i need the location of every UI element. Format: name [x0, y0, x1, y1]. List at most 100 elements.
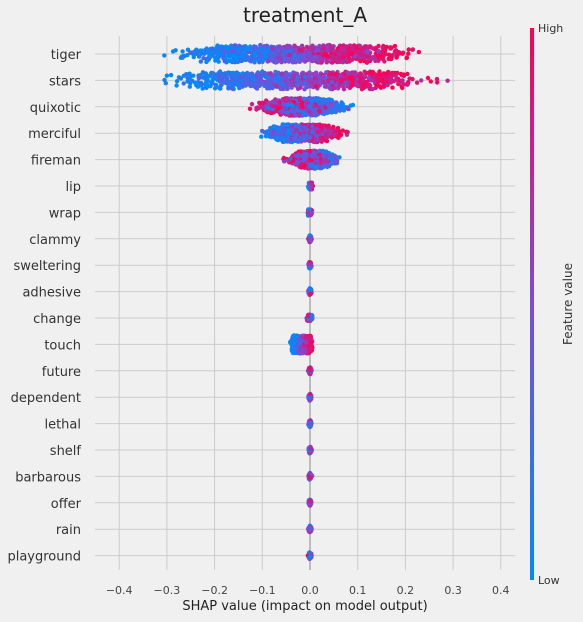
shap-point — [276, 130, 280, 134]
shap-point — [333, 133, 337, 137]
shap-point — [237, 52, 241, 56]
shap-point — [303, 163, 307, 167]
shap-point — [306, 79, 310, 83]
shap-point — [326, 124, 330, 128]
shap-point — [337, 49, 341, 53]
shap-point — [341, 55, 345, 59]
shap-point — [174, 83, 178, 87]
shap-point — [281, 51, 285, 55]
shap-point — [254, 46, 258, 50]
shap-point — [213, 55, 217, 59]
shap-point — [274, 77, 278, 81]
shap-point — [244, 72, 248, 76]
shap-point — [318, 101, 322, 105]
shap-point — [187, 72, 191, 76]
shap-point — [315, 130, 319, 134]
shap-point — [351, 103, 355, 107]
shap-point — [204, 57, 208, 61]
shap-point — [282, 128, 286, 132]
shap-point — [179, 76, 183, 80]
shap-point — [316, 59, 320, 63]
shap-point — [394, 78, 398, 82]
shap-point — [411, 48, 415, 52]
shap-point — [346, 70, 350, 74]
shap-point — [365, 61, 369, 65]
shap-point — [282, 156, 286, 160]
shap-point — [291, 159, 295, 163]
shap-point — [326, 110, 330, 114]
shap-point — [323, 105, 327, 109]
shap-point — [162, 53, 166, 57]
shap-point — [248, 107, 252, 111]
shap-point — [285, 46, 289, 50]
shap-point — [335, 59, 339, 63]
shap-point — [426, 76, 430, 80]
shap-point — [405, 55, 409, 59]
shap-point — [308, 135, 312, 139]
shap-point — [344, 130, 348, 134]
shap-point — [297, 113, 301, 117]
shap-point — [337, 129, 341, 133]
shap-point — [220, 45, 224, 49]
shap-point — [308, 57, 312, 61]
shap-point — [325, 54, 329, 58]
shap-point — [334, 83, 338, 87]
shap-point — [350, 83, 354, 87]
shap-point — [217, 51, 221, 55]
shap-point — [259, 55, 263, 59]
shap-point — [274, 98, 278, 102]
shap-point — [369, 78, 373, 82]
shap-point — [298, 60, 302, 64]
shap-point — [182, 81, 186, 85]
shap-point — [308, 287, 312, 291]
shap-point — [367, 85, 371, 89]
shap-point — [351, 70, 355, 74]
shap-point — [308, 262, 312, 266]
shap-point — [317, 109, 321, 113]
shap-point — [281, 82, 285, 86]
shap-point — [248, 49, 252, 53]
shap-point — [327, 155, 331, 159]
shap-point — [229, 59, 233, 63]
shap-point — [210, 78, 214, 82]
shap-point — [233, 43, 237, 47]
shap-point — [310, 313, 314, 317]
shap-point — [365, 50, 369, 54]
shap-point — [281, 137, 285, 141]
shap-point — [300, 105, 304, 109]
shap-point — [257, 84, 261, 88]
shap-point — [228, 82, 232, 86]
shap-point — [308, 163, 312, 167]
shap-point — [231, 49, 235, 53]
shap-point — [415, 81, 419, 85]
shap-point — [309, 99, 313, 103]
shap-point — [370, 56, 374, 60]
shap-point — [258, 48, 262, 52]
feature-row-lip — [306, 181, 315, 192]
shap-point — [237, 44, 241, 48]
shap-point — [259, 80, 263, 84]
shap-point — [234, 56, 238, 60]
shap-point — [376, 44, 380, 48]
shap-point — [313, 76, 317, 80]
shap-point — [188, 50, 192, 54]
shap-point — [239, 59, 243, 63]
shap-point — [208, 84, 212, 88]
shap-point — [263, 80, 267, 84]
shap-point — [320, 124, 324, 128]
shap-point — [313, 110, 317, 114]
shap-point — [290, 128, 294, 132]
shap-point — [323, 159, 327, 163]
shap-point — [298, 54, 302, 58]
shap-point — [277, 106, 281, 110]
shap-point — [260, 69, 264, 73]
shap-point — [370, 87, 374, 91]
shap-point — [387, 57, 391, 61]
shap-point — [355, 77, 359, 81]
shap-point — [280, 110, 284, 114]
shap-point — [245, 55, 249, 59]
shap-point — [324, 70, 328, 74]
shap-point — [338, 79, 342, 83]
shap-point — [258, 43, 262, 47]
